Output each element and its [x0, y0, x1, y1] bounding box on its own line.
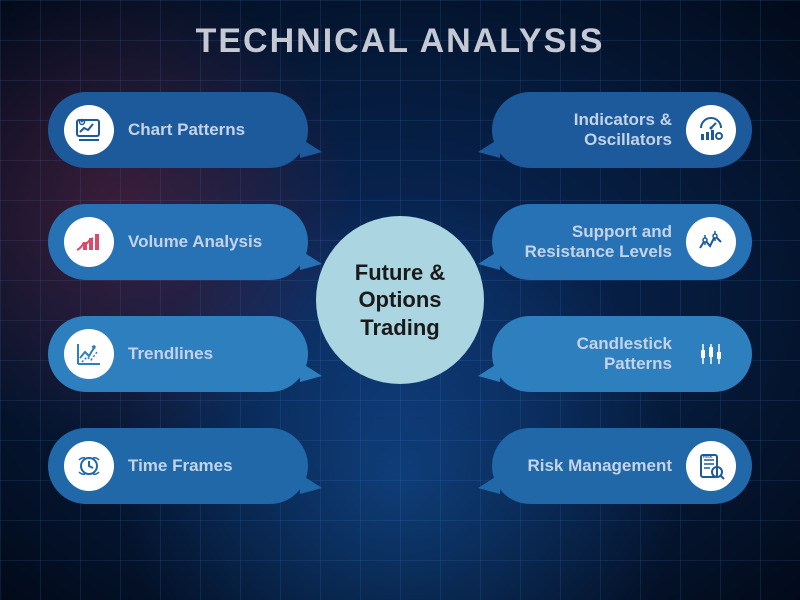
pill-candlestick: Candlestick Patterns — [492, 316, 752, 392]
icon-svg — [695, 338, 727, 370]
volume-analysis-icon — [64, 217, 114, 267]
pill-label: Time Frames — [128, 456, 233, 476]
pill-chart-patterns: Chart Patterns — [48, 92, 308, 168]
icon-svg — [73, 114, 105, 146]
pill-label: Trendlines — [128, 344, 213, 364]
pill-time-frames: Time Frames — [48, 428, 308, 504]
icon-svg: RISK — [695, 450, 727, 482]
pill-label: Support and Resistance Levels — [508, 222, 672, 263]
support-resistance-icon — [686, 217, 736, 267]
pill-risk-management: Risk Management RISK — [492, 428, 752, 504]
center-hub: Future & Options Trading — [316, 216, 484, 384]
pill-indicators: Indicators & Oscillators — [492, 92, 752, 168]
icon-svg — [73, 226, 105, 258]
pill-label: Candlestick Patterns — [508, 334, 672, 375]
pill-label: Risk Management — [527, 456, 672, 476]
pill-support-resistance: Support and Resistance Levels — [492, 204, 752, 280]
time-frames-icon — [64, 441, 114, 491]
indicators-icon — [686, 105, 736, 155]
main-title: TECHNICAL ANALYSIS — [0, 22, 800, 61]
pill-volume-analysis: Volume Analysis — [48, 204, 308, 280]
icon-svg — [73, 338, 105, 370]
icon-svg — [695, 226, 727, 258]
pill-label: Volume Analysis — [128, 232, 262, 252]
chart-patterns-icon — [64, 105, 114, 155]
icon-svg — [695, 114, 727, 146]
pill-trendlines: Trendlines — [48, 316, 308, 392]
pill-label: Chart Patterns — [128, 120, 245, 140]
pill-label: Indicators & Oscillators — [508, 110, 672, 151]
candlestick-icon — [686, 329, 736, 379]
icon-svg — [73, 450, 105, 482]
trendlines-icon — [64, 329, 114, 379]
center-hub-label: Future & Options Trading — [334, 259, 466, 342]
risk-management-icon: RISK — [686, 441, 736, 491]
svg-text:RISK: RISK — [703, 454, 713, 459]
